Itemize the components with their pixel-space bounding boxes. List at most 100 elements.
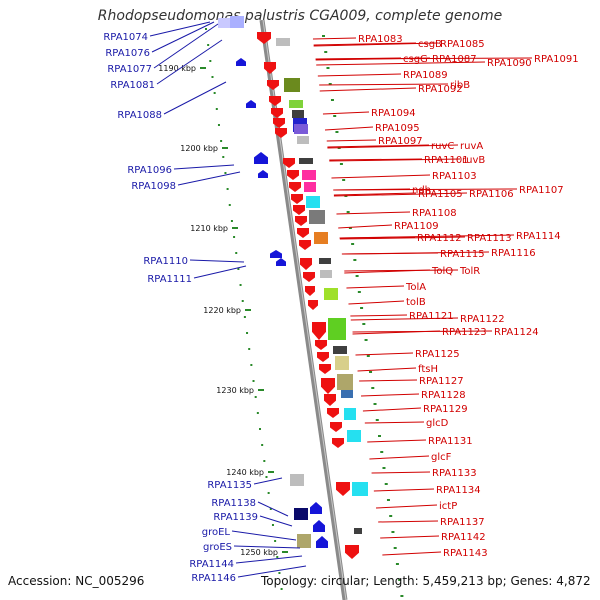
label-leader-line	[350, 315, 407, 316]
gene-label: RPA1121	[409, 311, 454, 322]
guide-dot	[367, 355, 370, 357]
gene-box	[294, 124, 308, 134]
gene-label: RPA1135	[207, 480, 252, 491]
gene-label: RPA1146	[191, 573, 236, 584]
label-leader-line	[380, 536, 439, 538]
tick-label: 1250 kbp	[240, 548, 278, 557]
gene-label: RPA1105	[418, 189, 463, 200]
guide-dot	[253, 380, 255, 382]
label-leader-line	[378, 521, 438, 522]
guide-dot	[268, 492, 270, 494]
guide-dot	[272, 524, 274, 526]
guide-dot	[374, 403, 377, 405]
guide-dot	[218, 124, 220, 126]
gene-box	[319, 258, 331, 264]
gene-arrow-reverse	[291, 194, 303, 204]
gene-label: RPA1083	[358, 34, 403, 45]
gene-label: ribB	[450, 80, 470, 91]
gene-arrow-reverse	[317, 352, 329, 362]
gene-label: RPA1114	[516, 231, 561, 242]
gene-box	[341, 390, 353, 398]
gene-label: csgB	[418, 39, 442, 50]
guide-dot	[227, 188, 229, 190]
guide-dot	[220, 140, 222, 142]
gene-arrow-reverse	[303, 272, 315, 282]
guide-dot	[274, 540, 276, 542]
gene-arrow-reverse	[297, 228, 309, 238]
guide-dot	[244, 316, 246, 318]
gene-arrow-reverse	[293, 205, 305, 215]
gene-box	[302, 170, 316, 180]
gene-arrow-reverse	[327, 408, 339, 418]
gene-label: RPA1095	[375, 123, 420, 134]
gene-arrow-reverse	[332, 438, 344, 448]
gene-arrow-reverse	[305, 286, 315, 296]
guide-dot	[362, 323, 365, 325]
gene-label: RPA1088	[117, 110, 162, 121]
gene-box	[294, 508, 308, 520]
guide-dot	[382, 467, 385, 469]
guide-dot	[389, 515, 392, 517]
gene-label: RPA1111	[147, 274, 192, 285]
guide-dot	[347, 211, 350, 213]
guide-dot	[205, 28, 207, 30]
gene-label: RPA1110	[143, 256, 188, 267]
label-leader-line	[178, 172, 240, 185]
topology-text: Topology: circular; Length: 5,459,213 bp…	[261, 574, 591, 588]
gene-arrow-reverse	[257, 32, 271, 44]
gene-label: RPA1137	[440, 517, 485, 528]
gene-label: TolQ	[431, 266, 453, 277]
guide-dot	[265, 476, 267, 478]
guide-dot	[276, 556, 278, 558]
gene-labels: RPA1074RPA1076RPA1077RPA1081RPA1088RPA10…	[103, 32, 578, 584]
label-leader-line	[254, 478, 282, 484]
gene-arrow-reverse	[295, 216, 307, 226]
label-leader-line	[232, 531, 296, 540]
gene-label: RPA1115	[440, 249, 485, 260]
guide-dot	[207, 44, 209, 46]
guide-dot	[233, 236, 235, 238]
gene-box	[347, 430, 361, 442]
gene-label: RPA1142	[441, 532, 486, 543]
gene-label: RPA1094	[371, 108, 416, 119]
label-leader-line	[369, 456, 429, 459]
label-leader-line	[359, 380, 417, 381]
tick-label: 1200 kbp	[180, 144, 218, 153]
gene-label: glcF	[431, 452, 452, 463]
gene-label: RPA1074	[103, 32, 148, 43]
gene-box	[333, 346, 347, 354]
gene-arrow-reverse	[324, 394, 336, 406]
gene-arrow-reverse	[264, 62, 276, 74]
gene-label: RPA1113	[467, 233, 512, 244]
guide-dot	[259, 428, 261, 430]
guide-dot	[369, 371, 372, 373]
gene-label: RPA1127	[419, 376, 464, 387]
guide-dot	[222, 156, 224, 158]
gene-arrow-reverse	[287, 170, 299, 180]
gene-arrow-reverse	[308, 300, 318, 310]
gene-box	[304, 182, 316, 192]
label-leader-line	[327, 140, 376, 141]
gene-box	[324, 288, 338, 300]
gene-label: RPA1109	[394, 221, 439, 232]
gene-label: groES	[203, 542, 232, 553]
gene-label: RPA1096	[127, 165, 172, 176]
guide-dot	[333, 115, 336, 117]
guide-dot	[391, 531, 394, 533]
gene-label: ruvB	[462, 155, 485, 166]
label-leader-line	[150, 22, 210, 36]
gene-label: RPA1085	[440, 39, 485, 50]
gene-label: glcD	[426, 418, 449, 429]
gene-label: RPA1108	[412, 208, 457, 219]
gene-arrow-reverse	[321, 378, 335, 394]
gene-arrow-reverse	[330, 422, 342, 432]
tick-label: 1240 kbp	[226, 468, 264, 477]
label-leader-line	[361, 394, 419, 396]
gene-label: RPA1098	[131, 181, 176, 192]
gene-box	[344, 408, 356, 420]
label-leader-line	[365, 422, 424, 423]
gene-label: groEL	[202, 527, 231, 538]
guide-dot	[242, 300, 244, 302]
guide-dot	[216, 108, 218, 110]
label-leader-line	[363, 408, 421, 411]
